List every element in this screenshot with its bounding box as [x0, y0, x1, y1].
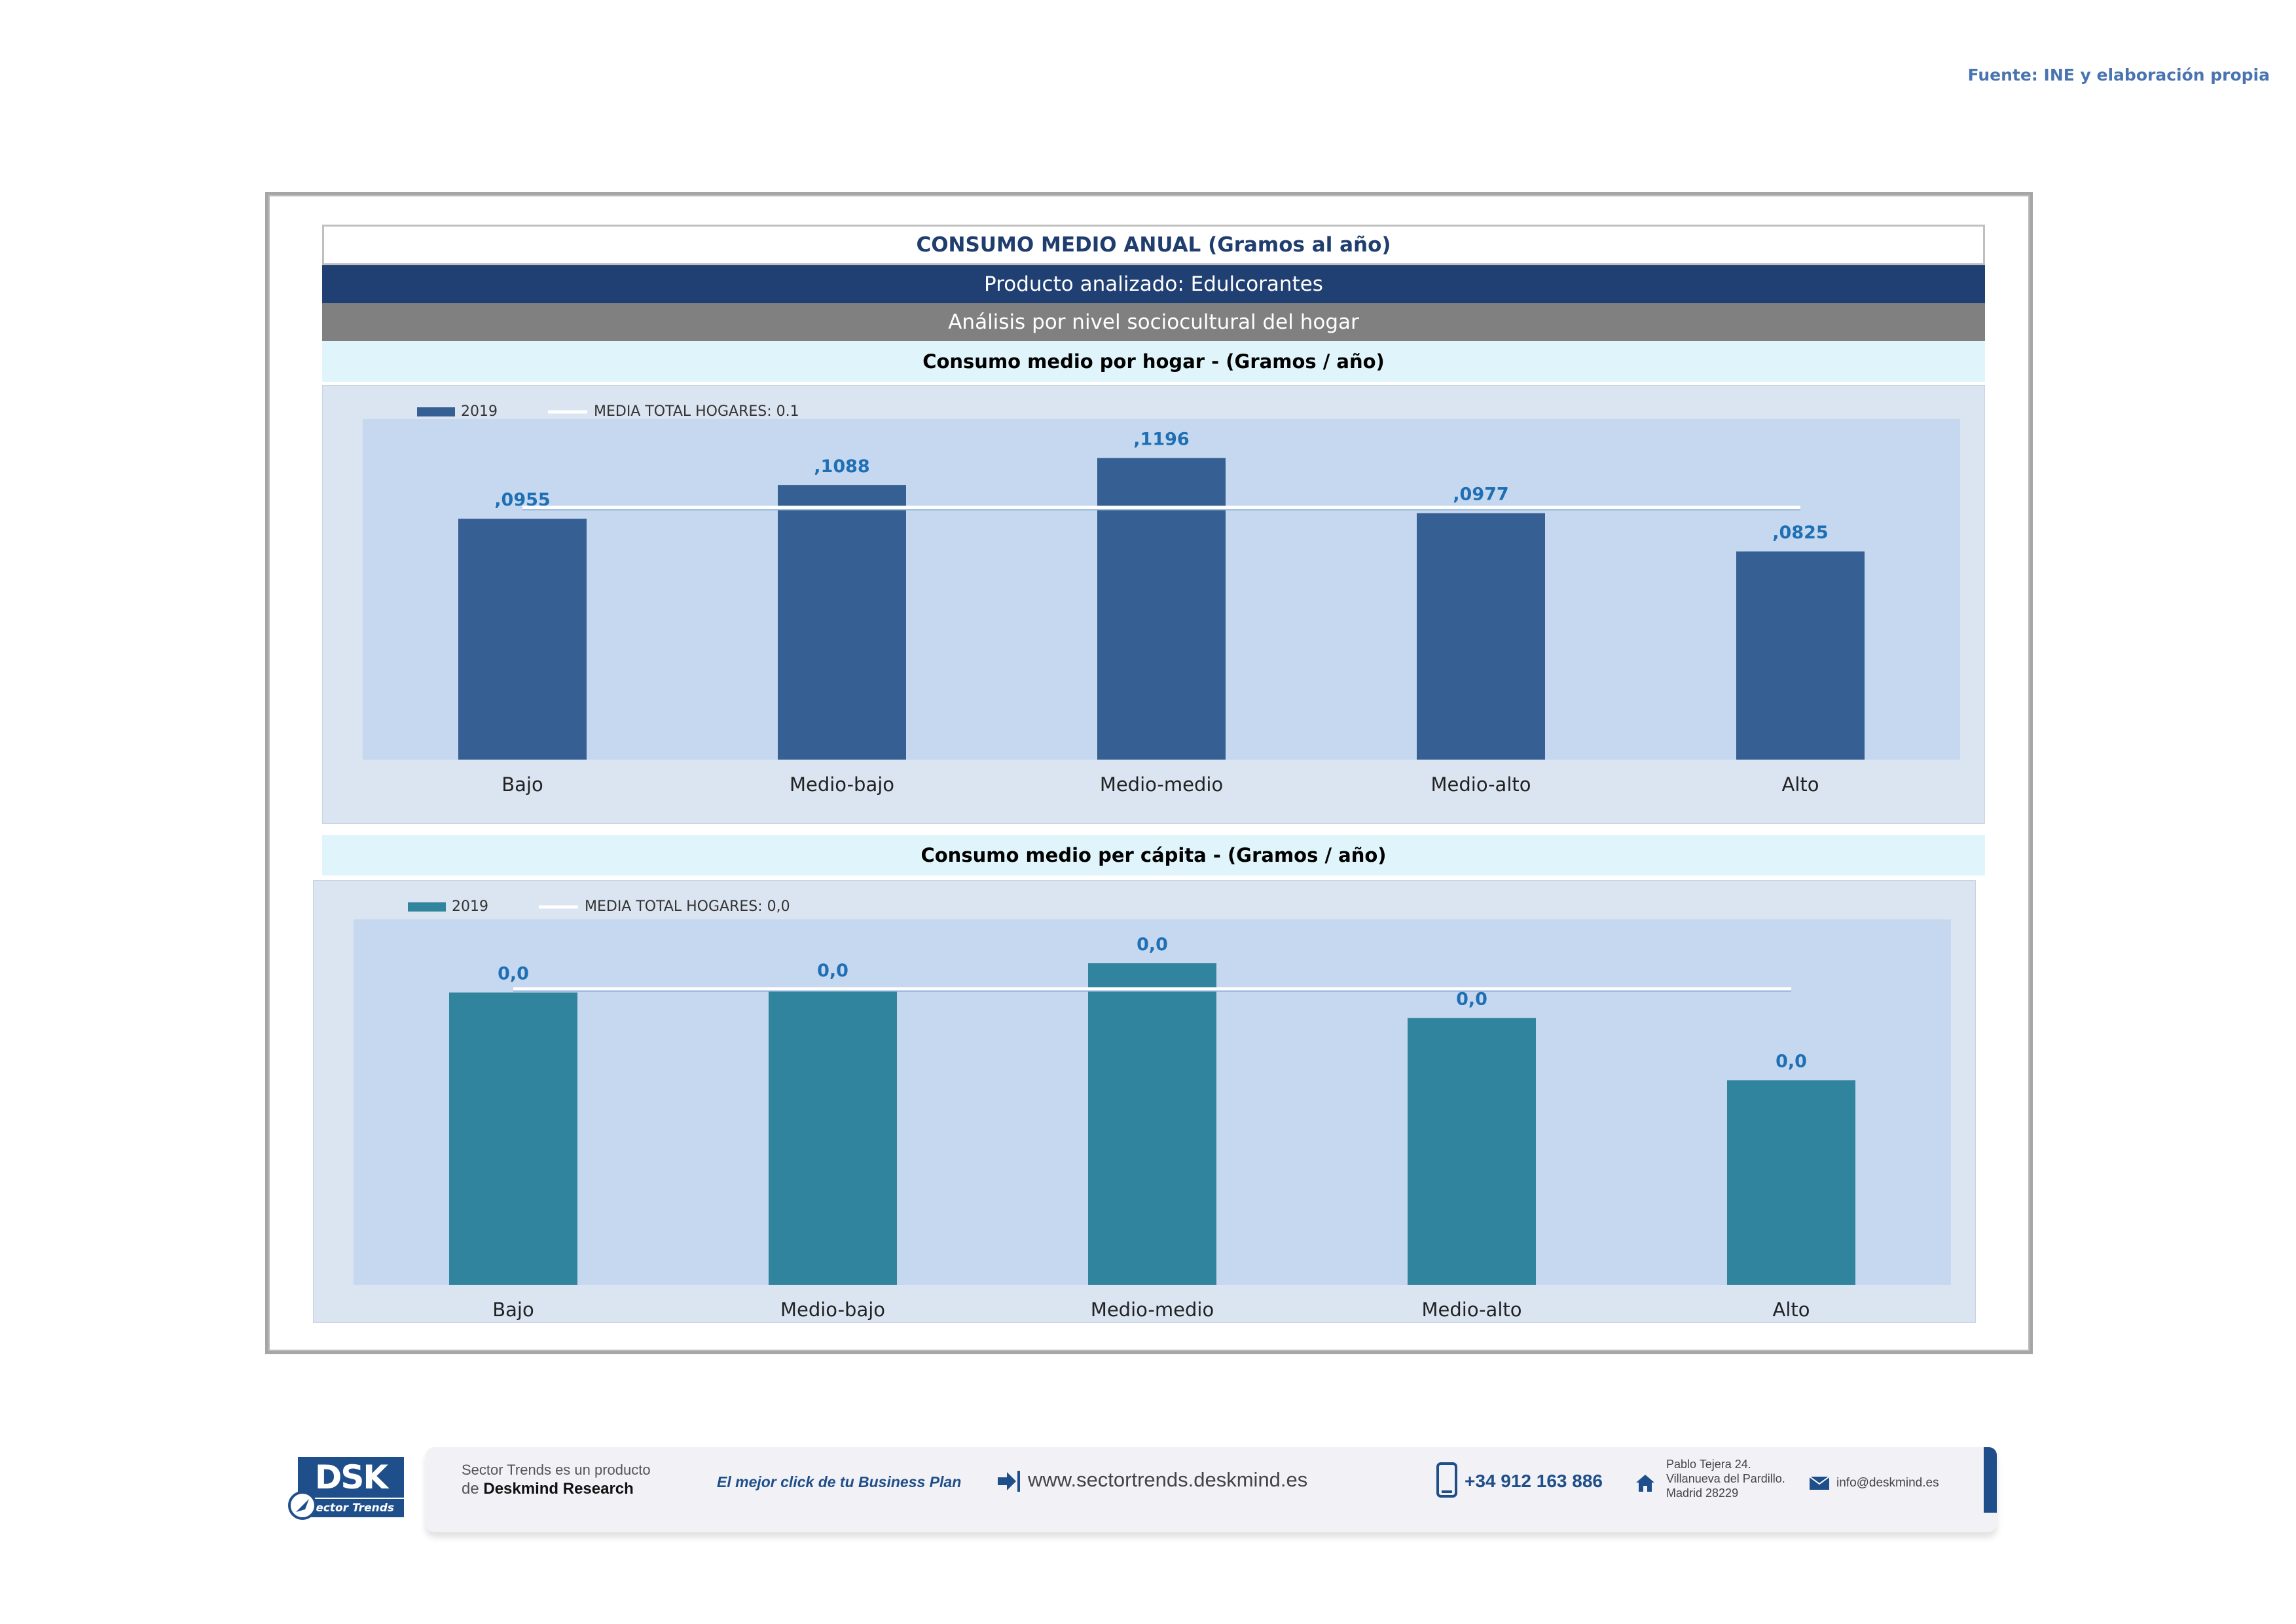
capita-category-label-2: Medio-medio	[1091, 1299, 1214, 1321]
logo-wordmark: DSK	[298, 1457, 404, 1498]
footer-website[interactable]: www.sectortrends.deskmind.es	[1028, 1468, 1308, 1491]
capita-bar-3	[1408, 1018, 1536, 1285]
footer-email[interactable]: info@deskmind.es	[1836, 1476, 1939, 1490]
chart-hogar-title: Consumo medio por hogar - (Gramos / año)	[322, 341, 1985, 382]
hogar-value-label-3: ,0977	[1453, 485, 1508, 505]
capita-value-label-2: 0,0	[1137, 934, 1168, 955]
hogar-legend-reference: MEDIA TOTAL HOGARES: 0.1	[594, 403, 799, 420]
footer-address-3: Madrid 28229	[1666, 1486, 1739, 1500]
home-icon	[1636, 1475, 1654, 1492]
capita-bar-1	[769, 989, 897, 1285]
capita-category-label-3: Medio-alto	[1421, 1299, 1522, 1321]
footer-tagline-2: de Deskmind Research	[462, 1480, 634, 1498]
deskmind-logo: DSK Sector Trends	[288, 1457, 406, 1522]
report-frame-inner	[268, 195, 2030, 1351]
footer: DSK Sector Trends Sector Trends es un pr…	[265, 1441, 2033, 1559]
hogar-value-label-1: ,1088	[814, 456, 869, 477]
hogar-value-label-2: ,1196	[1133, 429, 1189, 449]
capita-legend-series: 2019	[452, 898, 488, 915]
hogar-bar-0	[458, 519, 587, 760]
chart-hogar: 2019 MEDIA TOTAL HOGARES: 0.1,0955Bajo,10…	[322, 385, 1985, 824]
hogar-bar-4	[1736, 551, 1865, 760]
hogar-value-label-4: ,0825	[1772, 523, 1828, 543]
footer-address-1: Pablo Tejera 24.	[1666, 1458, 1751, 1471]
mail-icon	[1809, 1476, 1830, 1490]
hogar-category-label-1: Medio-bajo	[790, 773, 894, 796]
capita-category-label-0: Bajo	[492, 1299, 534, 1321]
footer-address-2: Villanueva del Pardillo.	[1666, 1472, 1785, 1485]
hogar-category-label-3: Medio-alto	[1430, 773, 1531, 796]
hogar-category-label-2: Medio-medio	[1100, 773, 1223, 796]
capita-category-label-4: Alto	[1772, 1299, 1810, 1321]
phone-icon	[1436, 1462, 1457, 1498]
hogar-category-label-4: Alto	[1781, 773, 1819, 796]
footer-tagline-1: Sector Trends es un producto	[462, 1462, 651, 1478]
hogar-bar-3	[1417, 513, 1545, 760]
capita-legend-swatch	[408, 902, 446, 912]
report-frame-outer	[265, 192, 2033, 1354]
hogar-bar-2	[1097, 458, 1226, 760]
footer-accent	[1984, 1447, 1997, 1513]
link-arrow-icon	[998, 1471, 1020, 1492]
footer-brand: Deskmind Research	[483, 1480, 634, 1498]
footer-phone: +34 912 163 886	[1465, 1471, 1603, 1491]
capita-legend-reference: MEDIA TOTAL HOGARES: 0,0	[585, 898, 790, 915]
capita-value-label-3: 0,0	[1456, 989, 1487, 1010]
analysis-band: Análisis por nivel sociocultural del hog…	[322, 303, 1985, 341]
cursor-arrow-icon	[288, 1491, 317, 1520]
capita-value-label-1: 0,0	[817, 961, 848, 981]
capita-bar-0	[449, 992, 577, 1285]
hogar-bar-1	[778, 485, 906, 760]
footer-slogan: El mejor click de tu Business Plan	[717, 1473, 962, 1490]
hogar-legend-swatch	[417, 407, 455, 416]
capita-value-label-4: 0,0	[1776, 1052, 1807, 1072]
chart-capita-title: Consumo medio per cápita - (Gramos / año…	[322, 835, 1985, 876]
chart-capita: 2019 MEDIA TOTAL HOGARES: 0,0 0,0 Bajo 0,0 Me…	[313, 880, 1976, 1323]
hogar-category-label-0: Bajo	[501, 773, 543, 796]
hogar-legend-series: 2019	[461, 403, 498, 420]
source-note: Fuente: INE y elaboración propia	[1967, 65, 2270, 84]
capita-bar-4	[1727, 1080, 1855, 1285]
capita-category-label-1: Medio-bajo	[780, 1299, 885, 1321]
capita-bar-2	[1088, 963, 1216, 1285]
footer-tagline-prefix: de	[462, 1480, 484, 1498]
footer-bar	[426, 1447, 1997, 1532]
product-band: Producto analizado: Edulcorantes	[322, 265, 1985, 303]
report-title: CONSUMO MEDIO ANUAL (Gramos al año)	[322, 225, 1985, 265]
capita-value-label-0: 0,0	[498, 964, 529, 984]
